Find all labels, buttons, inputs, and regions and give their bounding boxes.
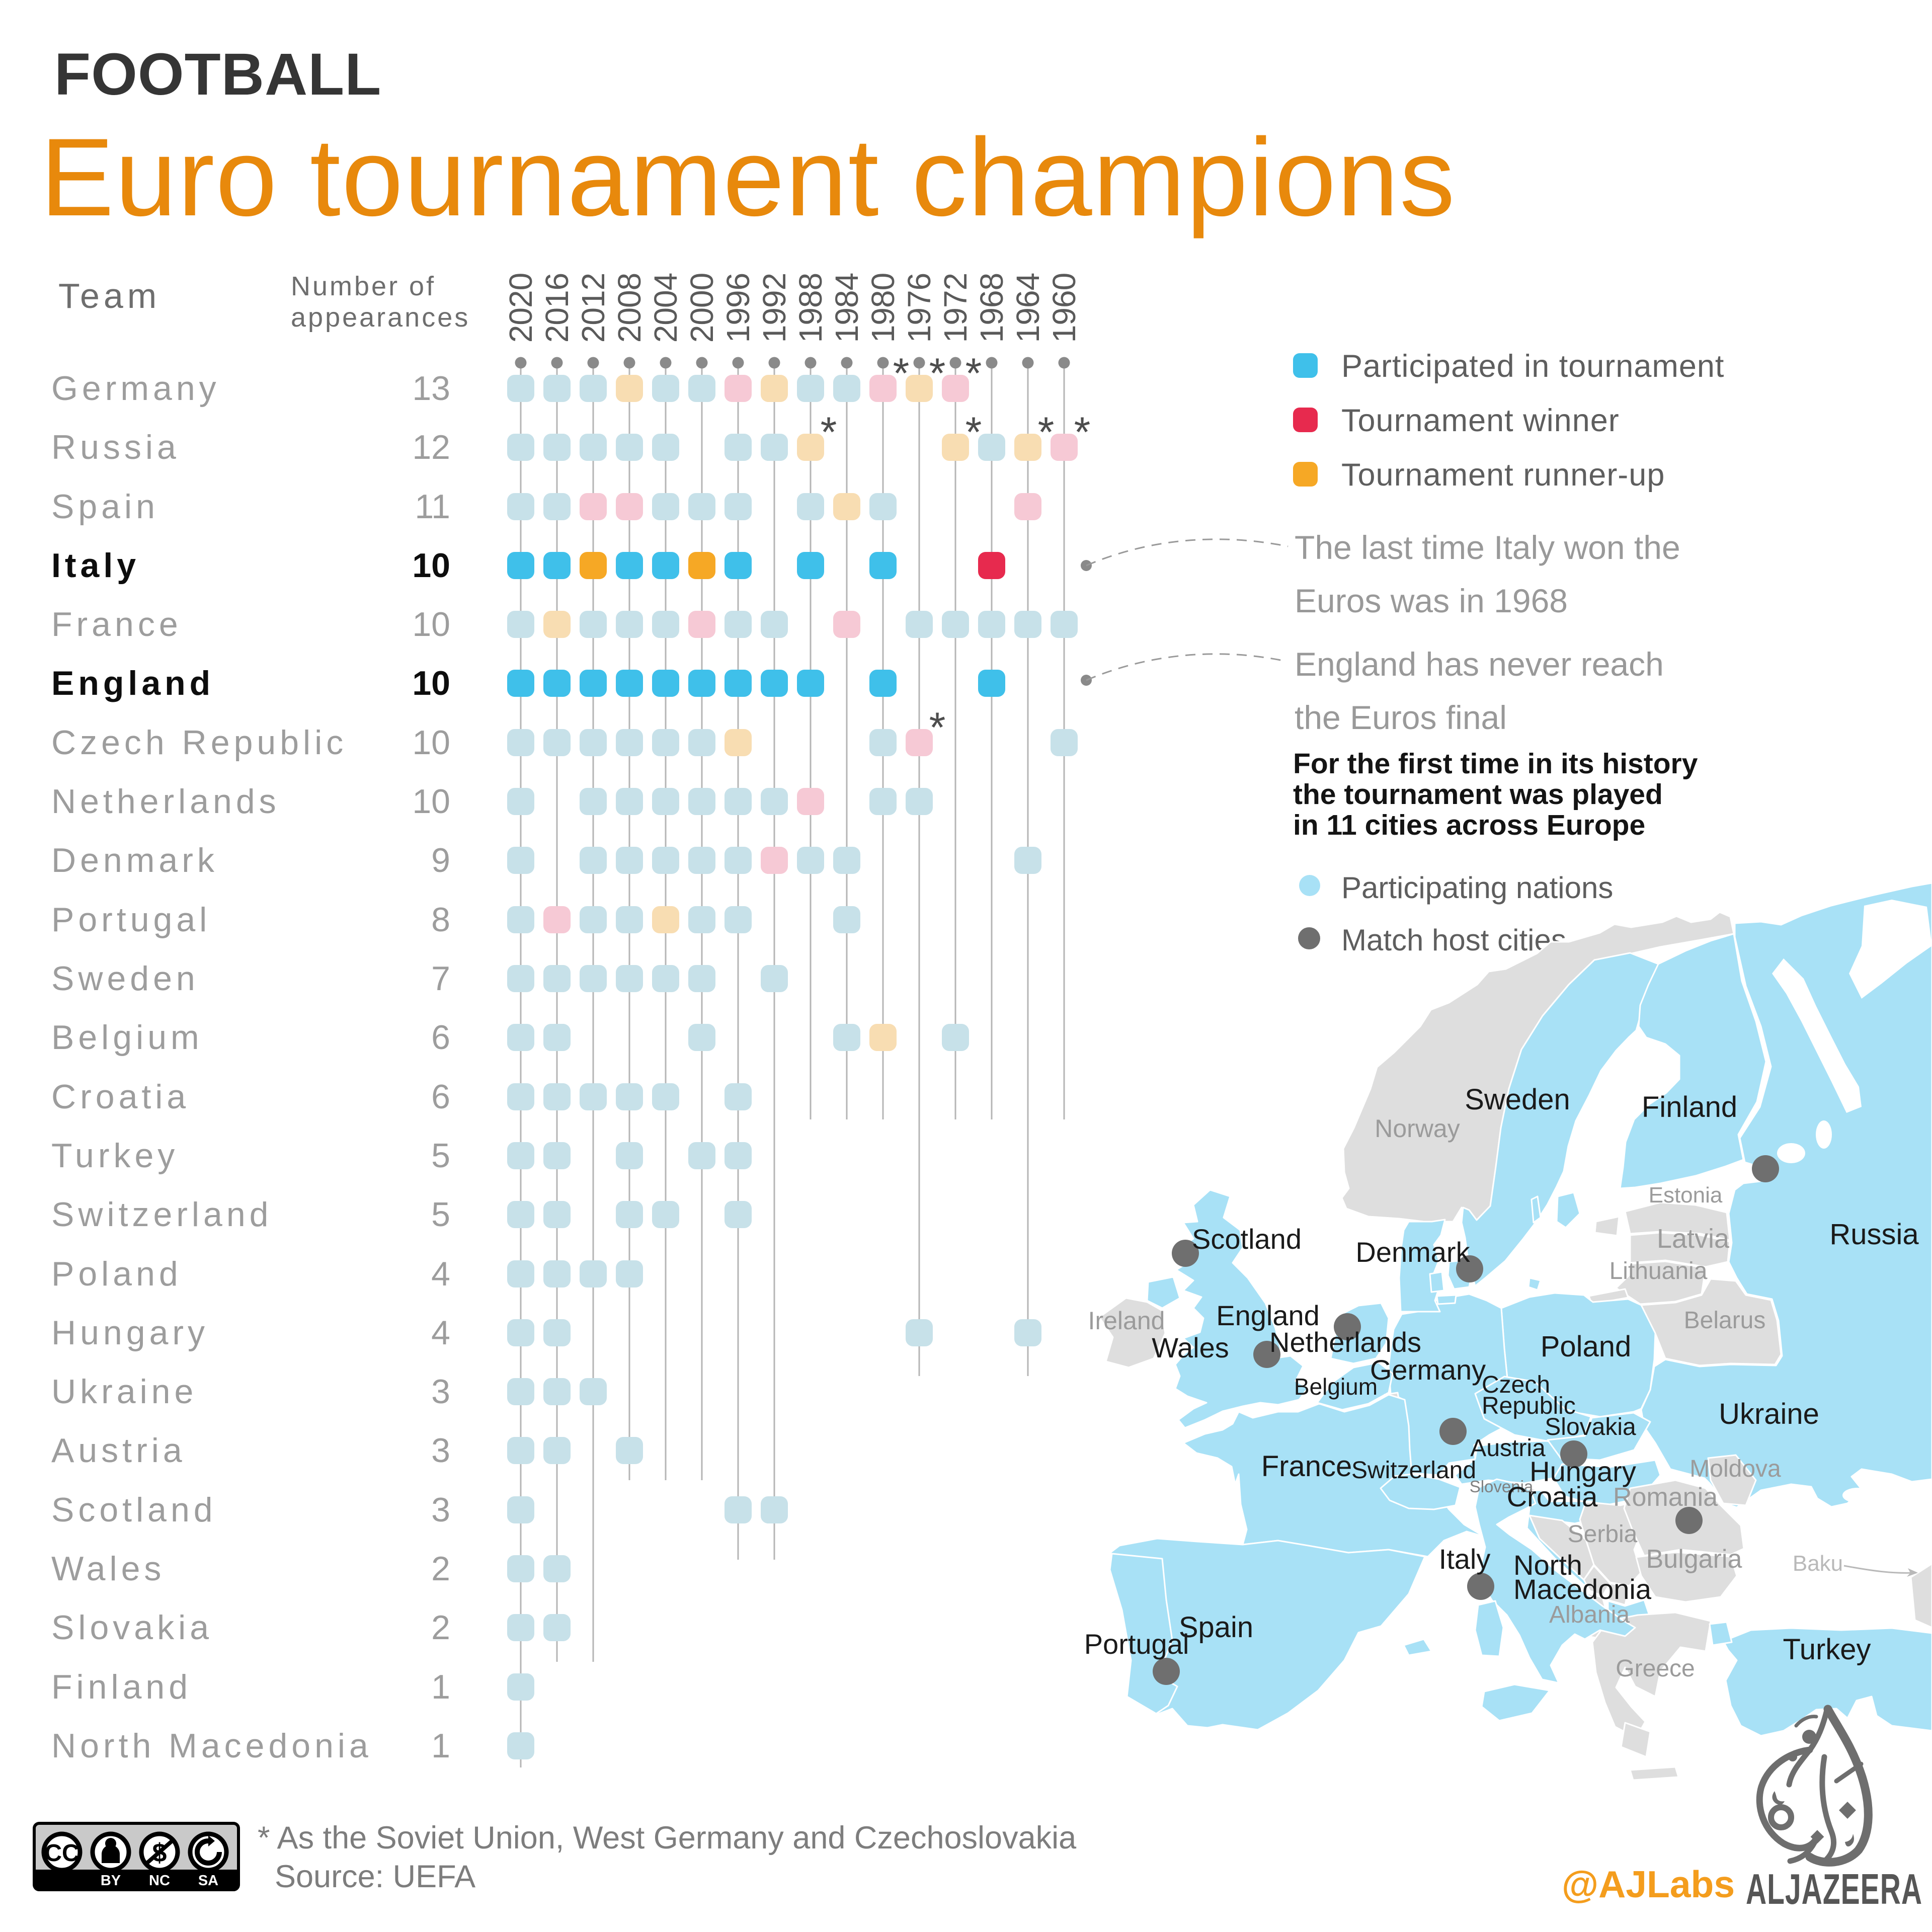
svg-text:SA: SA (198, 1873, 218, 1889)
svg-text:Estonia: Estonia (1649, 1183, 1723, 1208)
svg-text:Republic: Republic (1482, 1393, 1576, 1419)
svg-text:France: France (1261, 1450, 1352, 1483)
svg-text:Sweden: Sweden (1465, 1083, 1570, 1116)
svg-text:Denmark: Denmark (1355, 1236, 1470, 1268)
svg-text:Bulgaria: Bulgaria (1646, 1545, 1742, 1574)
svg-text:Ireland: Ireland (1088, 1307, 1165, 1335)
svg-text:Spain: Spain (1179, 1611, 1253, 1644)
svg-text:Ukraine: Ukraine (1719, 1398, 1819, 1430)
svg-text:Romania: Romania (1613, 1483, 1718, 1512)
svg-text:Austria: Austria (1470, 1435, 1546, 1462)
svg-text:Russia: Russia (1829, 1218, 1919, 1251)
svg-text:Finland: Finland (1642, 1091, 1737, 1123)
svg-text:Belgium: Belgium (1294, 1374, 1378, 1400)
svg-text:Serbia: Serbia (1568, 1521, 1638, 1548)
svg-text:Netherlands: Netherlands (1269, 1326, 1421, 1358)
svg-text:Macedonia: Macedonia (1513, 1573, 1652, 1605)
svg-text:NC: NC (149, 1873, 170, 1889)
svg-text:CC: CC (44, 1840, 79, 1867)
svg-text:Wales: Wales (1152, 1332, 1229, 1363)
svg-text:North: North (1513, 1549, 1582, 1581)
svg-text:Norway: Norway (1375, 1114, 1460, 1143)
svg-text:Portugal: Portugal (1084, 1628, 1189, 1660)
svg-text:England: England (1216, 1300, 1320, 1331)
svg-text:Moldova: Moldova (1689, 1456, 1781, 1482)
svg-text:Italy: Italy (1439, 1543, 1491, 1575)
svg-text:Turkey: Turkey (1783, 1633, 1871, 1666)
svg-text:BY: BY (101, 1873, 121, 1889)
svg-text:Poland: Poland (1541, 1330, 1632, 1363)
svg-text:Switzerland: Switzerland (1351, 1457, 1476, 1484)
svg-text:Albania: Albania (1549, 1601, 1630, 1628)
svg-text:Croatia: Croatia (1507, 1481, 1598, 1512)
svg-text:Belarus: Belarus (1684, 1307, 1766, 1334)
svg-text:Scotland: Scotland (1192, 1223, 1302, 1255)
svg-text:Baku: Baku (1793, 1551, 1843, 1576)
svg-text:Czech: Czech (1482, 1372, 1550, 1398)
svg-text:Greece: Greece (1616, 1655, 1695, 1682)
svg-text:Latvia: Latvia (1657, 1224, 1730, 1254)
svg-text:Germany: Germany (1370, 1354, 1486, 1386)
svg-text:Lithuania: Lithuania (1609, 1258, 1708, 1284)
svg-text:Slovenia: Slovenia (1470, 1477, 1534, 1496)
svg-text:Hungary: Hungary (1530, 1456, 1636, 1487)
svg-text:Slovakia: Slovakia (1545, 1414, 1636, 1440)
